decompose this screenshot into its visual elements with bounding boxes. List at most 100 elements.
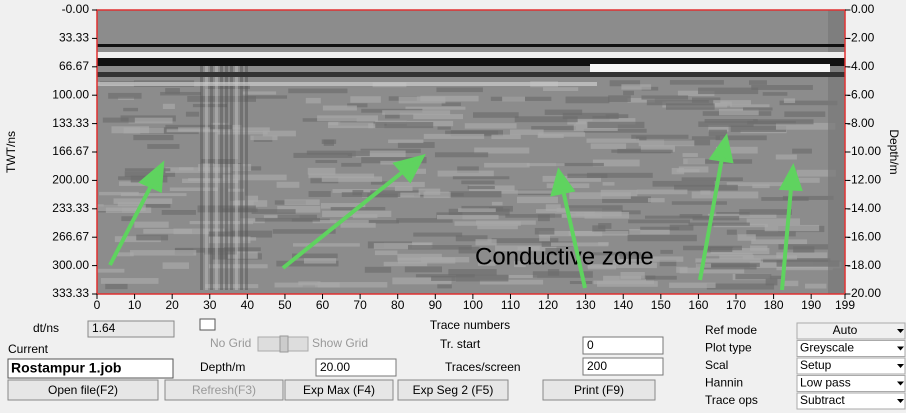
- radar-texture: [698, 87, 759, 95]
- checkbox[interactable]: [199, 318, 216, 331]
- radar-texture: [134, 221, 169, 228]
- radar-column: [220, 60, 223, 290]
- radar-texture: [674, 184, 738, 191]
- x-tick-label: 110: [501, 298, 520, 312]
- radar-texture: [169, 187, 218, 191]
- radar-texture: [455, 235, 488, 242]
- traces-field[interactable]: [582, 357, 664, 376]
- radar-texture: [621, 84, 652, 90]
- radar-column: [200, 60, 203, 290]
- y-tick-label: 200.00: [52, 173, 89, 187]
- button[interactable]: [397, 379, 509, 401]
- radar-column: [240, 60, 243, 290]
- x-tick-label: 100: [463, 298, 483, 312]
- radar-texture: [385, 111, 400, 119]
- radar-texture: [765, 278, 778, 286]
- radar-texture: [178, 167, 194, 171]
- reflector: [590, 64, 830, 72]
- radar-texture: [437, 170, 494, 177]
- radar-texture: [775, 154, 797, 160]
- radar-texture: [272, 229, 336, 234]
- radar-texture: [293, 243, 360, 247]
- radar-texture: [555, 213, 602, 218]
- radar-texture: [751, 239, 808, 245]
- radar-texture: [198, 164, 252, 171]
- radar-texture: [361, 157, 427, 164]
- radar-texture: [696, 262, 760, 267]
- y-tick-label: 66.67: [59, 59, 89, 73]
- radar-texture: [317, 115, 378, 122]
- radar-texture: [133, 135, 174, 141]
- x-tick-label: 20: [165, 298, 179, 312]
- radar-texture: [609, 80, 641, 87]
- tr-start-field[interactable]: [582, 336, 664, 355]
- grid-toggle-thumb[interactable]: [279, 335, 289, 353]
- radar-texture: [804, 283, 827, 289]
- setting-label: Hannin: [705, 376, 743, 390]
- y-tick-label: 166.67: [52, 144, 89, 158]
- x-tick-label: 199: [835, 298, 855, 312]
- radar-texture: [347, 150, 370, 157]
- radar-texture: [688, 222, 750, 226]
- dropdown[interactable]: [796, 392, 906, 410]
- depth-field[interactable]: [315, 358, 397, 377]
- button[interactable]: [542, 379, 656, 401]
- radar-column: [245, 60, 248, 290]
- radar-column: [210, 60, 213, 290]
- radar-texture: [505, 214, 562, 218]
- button[interactable]: [7, 379, 159, 401]
- radar-texture: [531, 126, 577, 131]
- radar-texture: [415, 274, 475, 278]
- radar-texture: [676, 266, 688, 273]
- radar-texture: [242, 91, 277, 95]
- radar-texture: [544, 109, 583, 115]
- radar-texture: [537, 134, 564, 139]
- radar-texture: [586, 172, 653, 178]
- dropdown[interactable]: [796, 375, 906, 392]
- radar-texture: [461, 180, 495, 185]
- radar-texture: [160, 91, 202, 96]
- radar-texture: [364, 266, 392, 273]
- button[interactable]: [284, 379, 394, 401]
- radar-texture: [708, 100, 751, 105]
- y2-tick-label: -16.00: [847, 229, 881, 243]
- radar-texture: [514, 116, 578, 123]
- dropdown[interactable]: [796, 322, 906, 340]
- radar-texture: [420, 95, 479, 102]
- radar-texture: [284, 199, 320, 206]
- radar-texture: [418, 188, 441, 195]
- dropdown[interactable]: [796, 357, 906, 375]
- radar-texture: [102, 117, 135, 123]
- radar-texture: [445, 130, 499, 135]
- radar-texture: [413, 168, 427, 174]
- radar-texture: [704, 119, 758, 123]
- no-grid: No Grid: [210, 336, 251, 350]
- button[interactable]: [164, 379, 284, 401]
- depth-label: Depth/m: [200, 360, 245, 374]
- radar-texture: [695, 258, 761, 263]
- radar-texture: [303, 258, 337, 264]
- radar-column: [235, 60, 238, 290]
- y2-tick-label: -14.00: [847, 201, 881, 215]
- radar-texture: [307, 167, 336, 175]
- radar-texture: [321, 176, 383, 182]
- radar-texture: [276, 181, 300, 188]
- radar-texture: [385, 181, 425, 188]
- traces-value: 200: [587, 359, 607, 373]
- radar-texture: [739, 209, 792, 215]
- radar-texture: [514, 261, 526, 268]
- radar-texture: [683, 245, 742, 251]
- radar-column: [205, 60, 208, 290]
- radar-texture: [683, 158, 706, 165]
- radar-texture: [692, 216, 740, 221]
- radar-texture: [98, 191, 139, 196]
- radar-texture: [768, 275, 783, 280]
- radar-texture: [509, 129, 544, 135]
- current-file-field[interactable]: [7, 358, 174, 379]
- x-tick-label: 130: [576, 298, 596, 312]
- dropdown[interactable]: [796, 340, 906, 357]
- dropdown-value: Low pass: [800, 376, 851, 390]
- radar-texture: [394, 186, 413, 192]
- radar-texture: [320, 203, 366, 209]
- radar-texture: [288, 88, 348, 94]
